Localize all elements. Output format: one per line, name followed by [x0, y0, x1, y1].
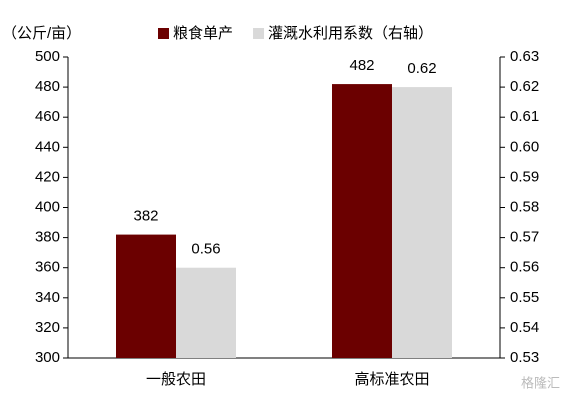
y-tick-label: 360	[35, 259, 60, 276]
value-label: 0.56	[191, 241, 220, 258]
bar	[176, 267, 236, 358]
value-label: 0.62	[407, 60, 436, 77]
value-label: 382	[133, 208, 158, 225]
y2-tick-label: 0.53	[510, 349, 539, 366]
bar	[116, 234, 176, 358]
y-axis-label: （公斤/亩）	[2, 24, 81, 42]
y-tick-label: 400	[35, 198, 60, 215]
y-tick-label: 340	[35, 289, 60, 306]
y-tick-label: 480	[35, 78, 60, 95]
x-tick-label: 一般农田	[146, 371, 206, 388]
legend-label: 灌溉水利用系数（右轴）	[268, 25, 433, 42]
legend-swatch	[158, 28, 169, 39]
y-tick-label: 320	[35, 319, 60, 336]
y2-tick-label: 0.56	[510, 259, 539, 276]
y-tick-label: 380	[35, 229, 60, 246]
legend-label: 粮食单产	[173, 25, 233, 42]
y2-tick-label: 0.57	[510, 229, 539, 246]
y-tick-label: 460	[35, 108, 60, 125]
y2-tick-label: 0.55	[510, 289, 539, 306]
y2-tick-label: 0.59	[510, 168, 539, 185]
y2-tick-label: 0.60	[510, 138, 539, 155]
y2-tick-label: 0.61	[510, 108, 539, 125]
value-label: 482	[349, 57, 374, 74]
y-tick-label: 300	[35, 349, 60, 366]
y2-tick-label: 0.63	[510, 48, 539, 65]
x-tick-label: 高标准农田	[354, 371, 429, 388]
y2-tick-label: 0.62	[510, 78, 539, 95]
y-tick-label: 440	[35, 138, 60, 155]
watermark: 格隆汇	[521, 375, 560, 390]
y-tick-label: 420	[35, 168, 60, 185]
legend-swatch	[253, 28, 265, 39]
bar	[392, 87, 452, 358]
y2-tick-label: 0.54	[510, 319, 539, 336]
y2-tick-label: 0.58	[510, 198, 539, 215]
y-tick-label: 500	[35, 48, 60, 65]
bar	[332, 84, 392, 358]
